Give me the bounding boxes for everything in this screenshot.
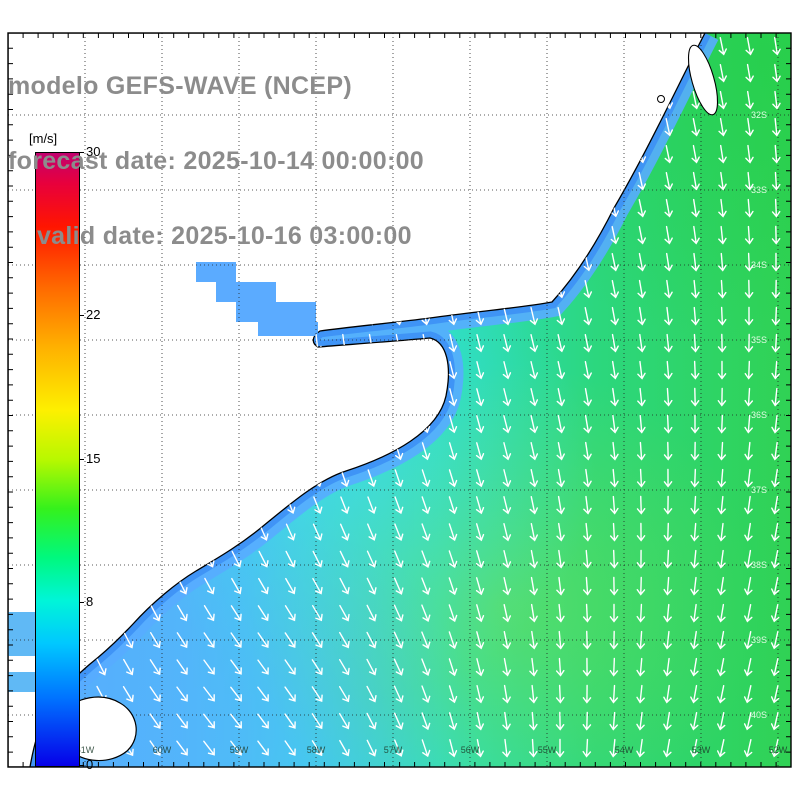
colorbar-unit-label: [m/s] [29, 131, 58, 146]
lon-label: 57W [384, 745, 403, 755]
lon-label: 52W [769, 745, 788, 755]
colorbar-tick-label: 8 [86, 593, 94, 609]
lon-label: 54W [615, 745, 634, 755]
lat-label: 34S [751, 260, 767, 270]
lon-label: 53W [692, 745, 711, 755]
grid-layer [8, 33, 791, 767]
lat-label: 32S [751, 110, 767, 120]
lon-label: 61W [76, 745, 95, 755]
lat-label: 33S [751, 185, 767, 195]
forecast-date-line: forecast date: 2025-10-14 00:00:00 [8, 147, 424, 175]
page-title: modelo GEFS-WAVE (NCEP) [8, 72, 352, 100]
coastal-lagoon [687, 44, 719, 116]
frame-tick-marks [7, 32, 791, 767]
lon-label: 58W [307, 745, 326, 755]
colorbar-tick-mark [79, 458, 84, 460]
colorbar-tick-label: 15 [86, 450, 101, 466]
colorbar-tick-label: 0 [86, 757, 94, 772]
river-delta-cells [196, 262, 318, 336]
lon-label: 60W [153, 745, 172, 755]
lon-label: 55W [538, 745, 557, 755]
lat-label: 35S [751, 335, 767, 345]
plot-frame [7, 32, 792, 768]
valid-date-line: valid date: 2025-10-16 03:00:00 [8, 222, 412, 250]
colorbar-tick-mark [79, 315, 84, 317]
lon-label: 56W [461, 745, 480, 755]
colorbar-tick-label: 22 [86, 307, 101, 323]
lon-label: 59W [230, 745, 249, 755]
land [8, 33, 706, 767]
colorbar-tick-mark [79, 765, 84, 766]
colorbar: [m/s] 30 22 15 8 0 [29, 131, 100, 772]
lat-label: 36S [751, 410, 767, 420]
coastal-lagoon-small [657, 95, 665, 103]
lat-label: 38S [751, 560, 767, 570]
colorbar-tick-mark [79, 152, 84, 153]
lat-label: 37S [751, 485, 767, 495]
colorbar-tick-label: 30 [86, 144, 101, 159]
title-block: modelo GEFS-WAVE (NCEP) forecast date: 2… [8, 24, 424, 299]
lat-label: 40S [751, 710, 767, 720]
graticule-labels: 32S 33S 34S 35S 36S 37S 38S 39S 40S 61W 60W 59W 58W 5… [76, 110, 788, 755]
lat-label: 39S [751, 635, 767, 645]
colorbar-gradient [35, 152, 80, 767]
colorbar-tick-mark [79, 601, 84, 603]
